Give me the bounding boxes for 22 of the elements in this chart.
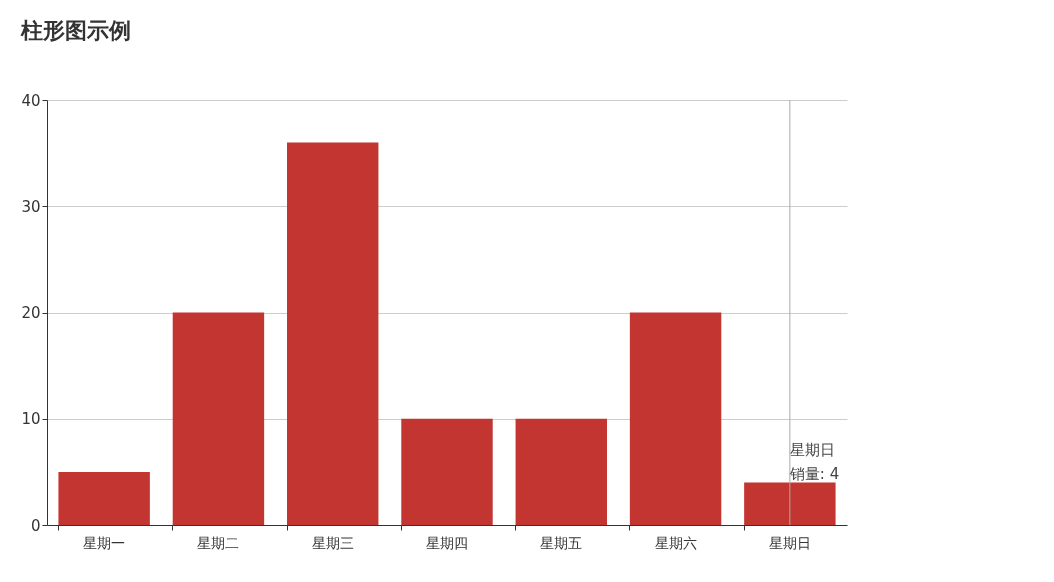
x-tick-label: 星期六: [654, 534, 697, 551]
bar: [744, 482, 836, 525]
x-tick-label: 星期四: [426, 534, 468, 551]
chart-title: 柱形图示例: [19, 18, 131, 43]
x-tick-label: 星期一: [83, 534, 126, 551]
annotation: 星期日: [789, 440, 835, 459]
y-tick-label: 20: [21, 304, 41, 322]
bar: [287, 142, 379, 525]
bar: [401, 418, 493, 525]
x-tick-label: 星期日: [768, 534, 811, 551]
y-tick-label: 30: [21, 197, 41, 216]
bar: [172, 312, 265, 525]
y-tick-label: 0: [30, 516, 41, 535]
bar: [58, 471, 150, 525]
bar: [515, 418, 607, 525]
x-tick-label: 星期二: [197, 534, 240, 551]
x-tick-label: 星期五: [540, 534, 583, 551]
y-tick-label: 10: [21, 410, 41, 429]
annotation: 销量: 4: [788, 464, 840, 483]
y-tick-label: 40: [21, 91, 41, 110]
bar: [629, 312, 722, 525]
x-tick-label: 星期三: [311, 534, 354, 551]
